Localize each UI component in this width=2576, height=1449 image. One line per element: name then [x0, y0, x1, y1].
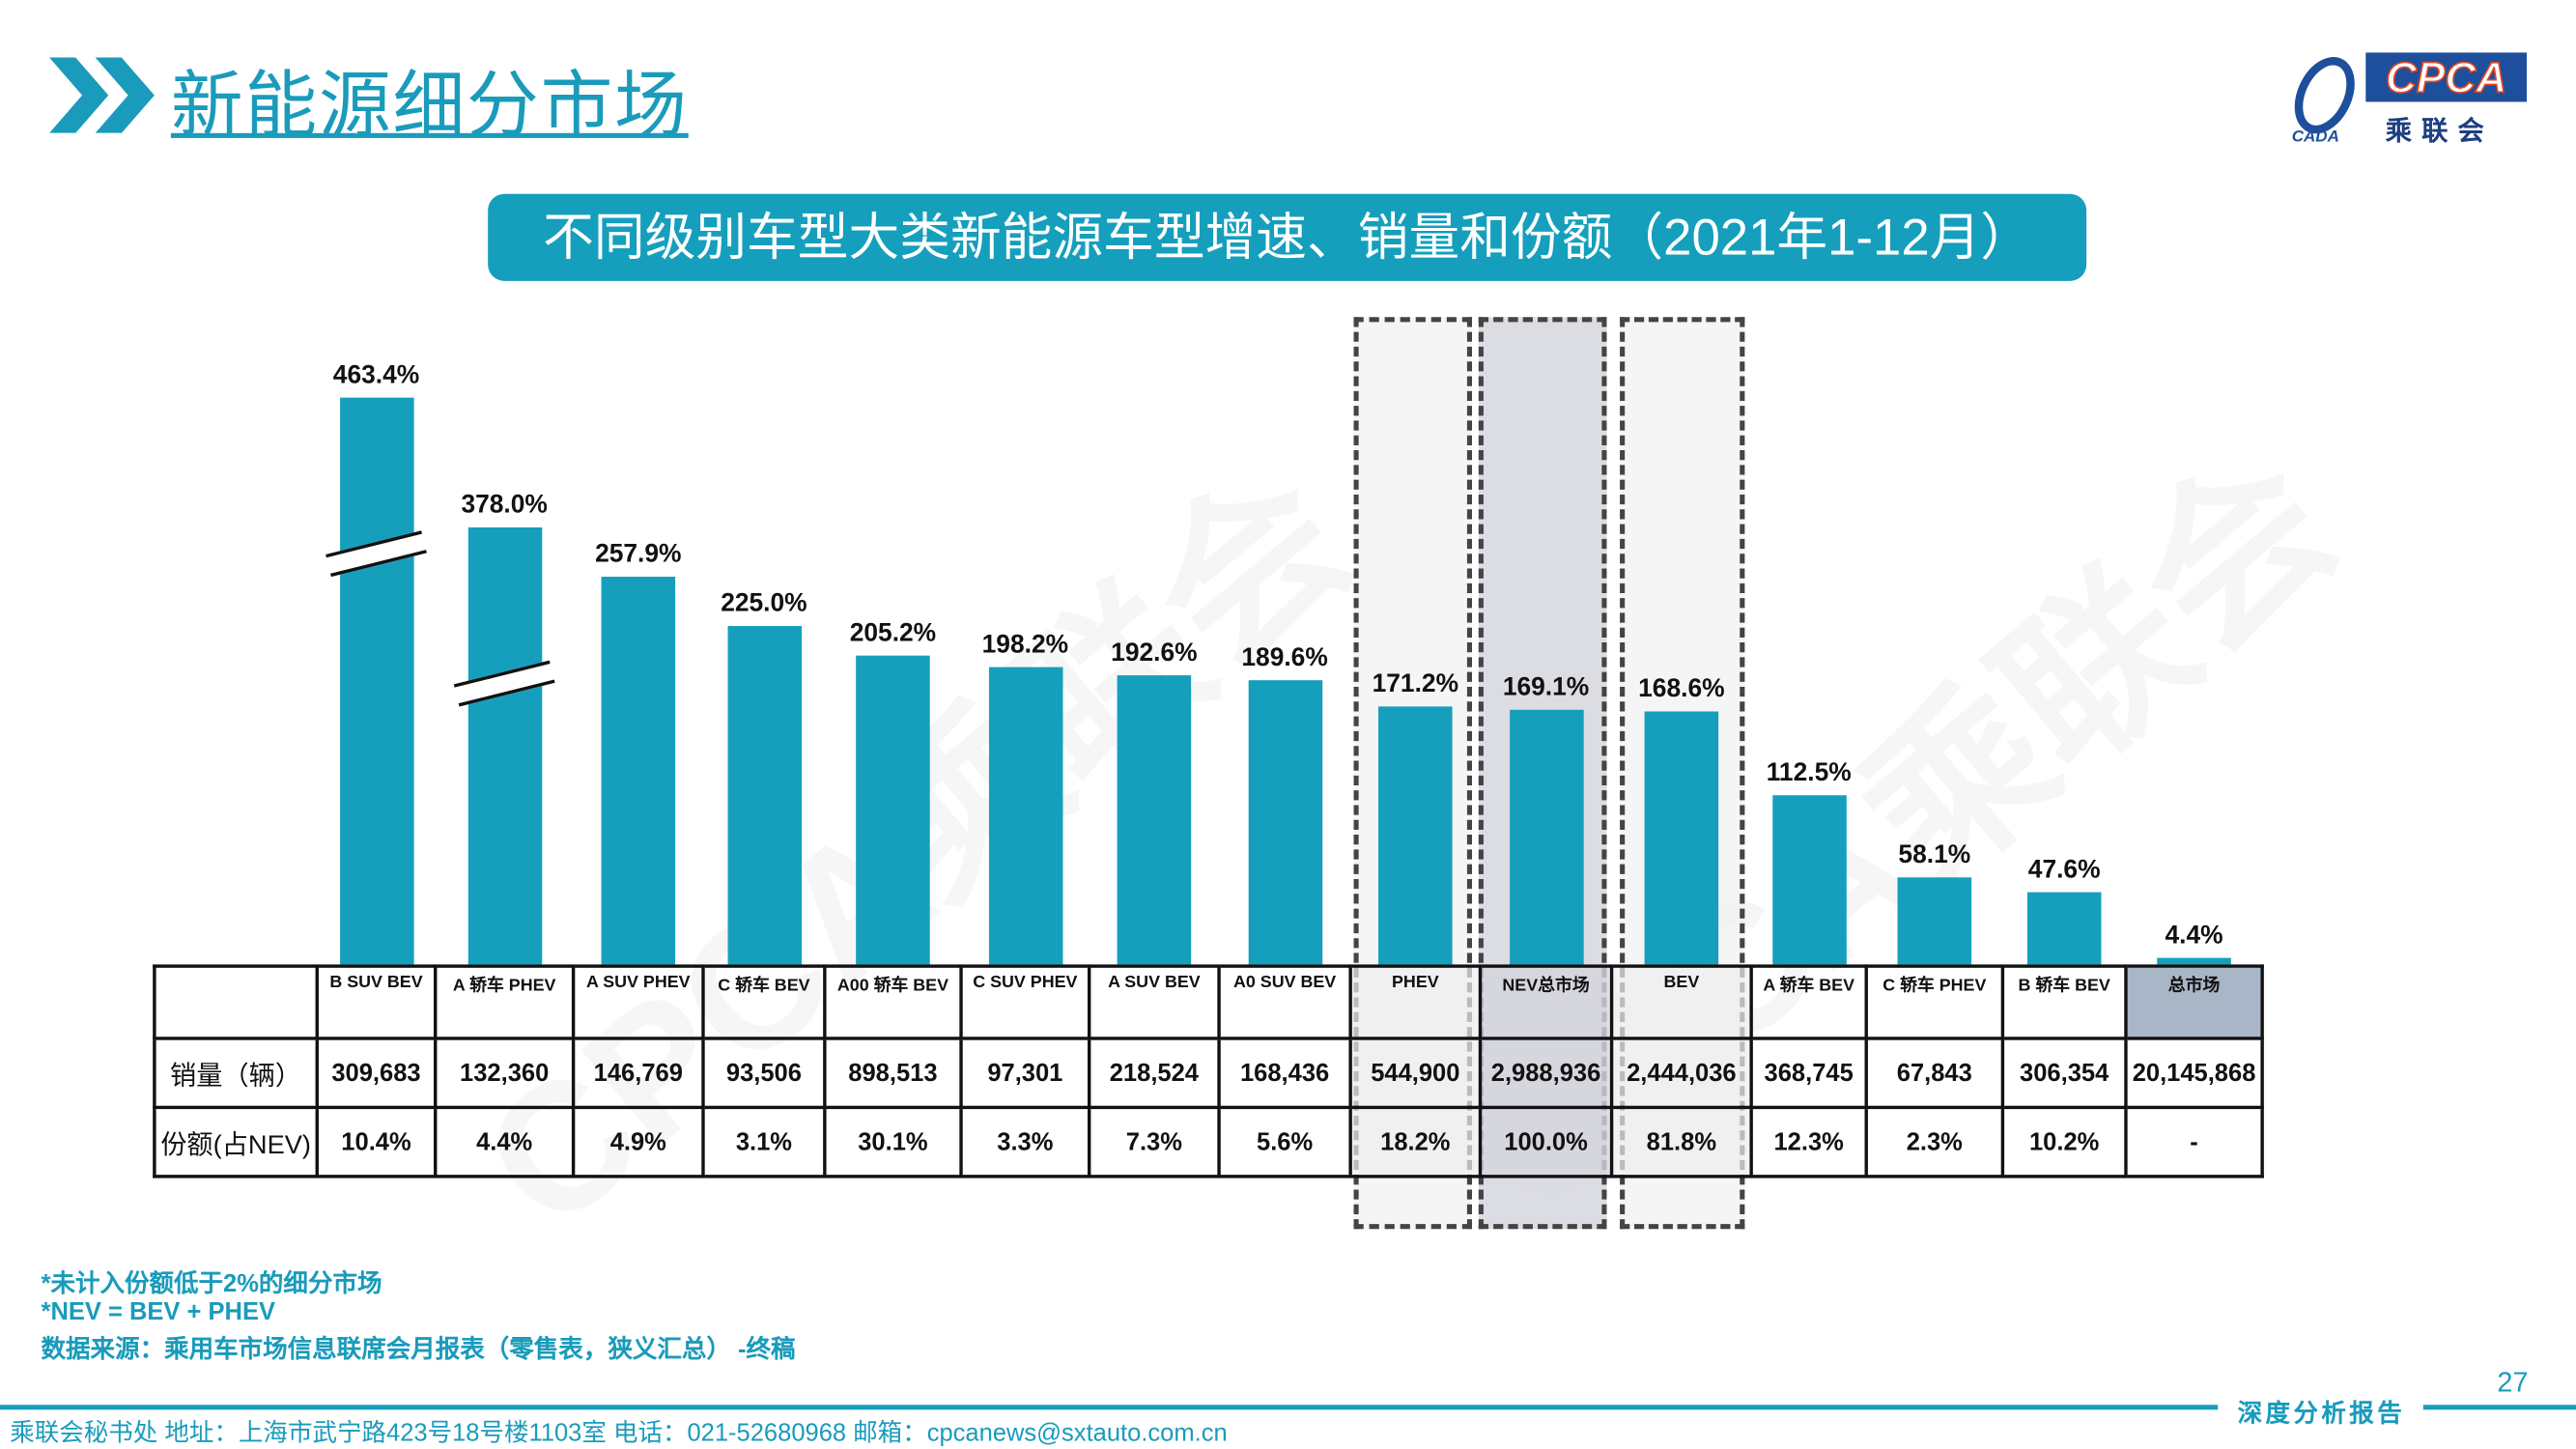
- footer-divider: [0, 1405, 2219, 1410]
- table-cell: 20,145,868: [2124, 1037, 2264, 1110]
- table-cell: 306,354: [2000, 1037, 2128, 1110]
- bar-1: [467, 526, 542, 965]
- bar-4: [856, 656, 930, 965]
- column-header: A SUV BEV: [1087, 964, 1221, 1040]
- bar-6: [1117, 674, 1192, 965]
- column-header: 总市场: [2124, 964, 2264, 1040]
- bar-0: [339, 396, 413, 965]
- source-note: 数据来源：乘用车市场信息联席会月报表（零售表，狭义汇总） -终稿: [41, 1335, 796, 1364]
- data-label: 192.6%: [1111, 639, 1198, 668]
- bar-8: [1378, 706, 1453, 965]
- bar-9: [1509, 710, 1583, 965]
- bar-2: [601, 577, 676, 965]
- table-cell: 4.9%: [571, 1105, 705, 1179]
- table-header-row: B SUV BEV A 轿车 PHEV A SUV PHEV C 轿车 BEV A00 …: [153, 964, 2264, 1040]
- row-label: 销量（辆）: [153, 1037, 319, 1110]
- data-label: 171.2%: [1372, 670, 1459, 699]
- table-cell: 218,524: [1087, 1037, 1221, 1110]
- table-cell: 168,436: [1217, 1037, 1352, 1110]
- data-label: 169.1%: [1502, 673, 1590, 702]
- bar-3: [726, 626, 802, 965]
- bar-10: [1644, 711, 1719, 965]
- data-label: 198.2%: [981, 630, 1069, 659]
- table-cell: 898,513: [823, 1037, 963, 1110]
- data-label: 257.9%: [595, 540, 682, 569]
- logo-text: CPCA: [2365, 52, 2527, 102]
- data-label: 378.0%: [461, 491, 548, 520]
- bar-14: [2157, 957, 2231, 965]
- data-label: 112.5%: [1766, 758, 1852, 787]
- table-cell: 146,769: [571, 1037, 705, 1110]
- table-cell: 3.3%: [959, 1105, 1091, 1179]
- table-cell: 18.2%: [1348, 1105, 1483, 1179]
- bar-11: [1771, 795, 1846, 965]
- bar-13: [2026, 893, 2102, 965]
- table-cell: 12.3%: [1749, 1105, 1868, 1179]
- table-cell: 2.3%: [1864, 1105, 2005, 1179]
- column-header: A SUV PHEV: [571, 964, 705, 1040]
- note-1: *未计入份额低于2%的细分市场: [41, 1269, 382, 1298]
- note-2: *NEV = BEV + PHEV: [41, 1297, 276, 1326]
- page-number: 27: [2497, 1367, 2529, 1399]
- data-label: 58.1%: [1898, 840, 1971, 869]
- table-cell: 309,683: [315, 1037, 438, 1110]
- column-header: A 轿车 BEV: [1749, 964, 1868, 1040]
- chart-title: 不同级别车型大类新能源车型增速、销量和份额（2021年1-12月）: [488, 193, 2087, 281]
- bar-5: [988, 666, 1062, 965]
- table-cell: 2,444,036: [1609, 1037, 1753, 1110]
- column-header: A00 轿车 BEV: [823, 964, 963, 1040]
- footer-contact: 乘联会秘书处 地址：上海市武宁路423号18号楼1103室 电话：021-526…: [10, 1419, 1228, 1448]
- data-label: 225.0%: [721, 589, 807, 618]
- table-cell: 97,301: [959, 1037, 1091, 1110]
- table-cell: 93,506: [701, 1037, 827, 1110]
- data-label: 463.4%: [332, 360, 420, 389]
- table-cell: 368,745: [1749, 1037, 1868, 1110]
- table-cell: -: [2124, 1105, 2264, 1179]
- column-header: B 轿车 BEV: [2000, 964, 2128, 1040]
- table-cell: 2,988,936: [1478, 1037, 1614, 1110]
- table-row-sales: 销量（辆） 309,683 132,360 146,769 93,506 898,513 9…: [153, 1037, 2264, 1110]
- column-header: B SUV BEV: [315, 964, 438, 1040]
- logo-emblem-icon: CADA: [2292, 57, 2355, 145]
- cpca-logo: CADA CPCA 乘联会: [2283, 49, 2530, 148]
- column-header: A 轿车 PHEV: [434, 964, 576, 1040]
- table-cell: 7.3%: [1087, 1105, 1221, 1179]
- table-row-share: 份额(占NEV) 10.4% 4.4% 4.9% 3.1% 30.1% 3.3% 7.3% 5.…: [153, 1105, 2264, 1179]
- column-header: C 轿车 PHEV: [1864, 964, 2005, 1040]
- table-cell: 67,843: [1864, 1037, 2005, 1110]
- table-cell: 10.4%: [315, 1105, 438, 1179]
- column-header: NEV总市场: [1478, 964, 1614, 1040]
- double-chevron-icon: [49, 57, 155, 133]
- table-cell: 544,900: [1348, 1037, 1483, 1110]
- data-label: 205.2%: [849, 619, 937, 648]
- data-label: 189.6%: [1241, 642, 1328, 671]
- report-label: 深度分析报告: [2237, 1400, 2406, 1429]
- column-header: PHEV: [1348, 964, 1483, 1040]
- table-cell: 5.6%: [1217, 1105, 1352, 1179]
- column-header: A0 SUV BEV: [1217, 964, 1352, 1040]
- column-header: C 轿车 BEV: [701, 964, 827, 1040]
- svg-text:CADA: CADA: [2292, 127, 2339, 144]
- bar-12: [1897, 876, 1972, 965]
- data-label: 47.6%: [2027, 856, 2101, 885]
- column-header: BEV: [1609, 964, 1753, 1040]
- column-header: C SUV PHEV: [959, 964, 1091, 1040]
- bar-7: [1247, 679, 1322, 965]
- footer-divider: [2422, 1405, 2576, 1410]
- table-cell: 3.1%: [701, 1105, 827, 1179]
- table-cell: 132,360: [434, 1037, 576, 1110]
- data-label: 4.4%: [2165, 922, 2223, 951]
- table-corner: [153, 964, 319, 1040]
- table-cell: 4.4%: [434, 1105, 576, 1179]
- table-cell: 81.8%: [1609, 1105, 1753, 1179]
- row-label: 份额(占NEV): [153, 1105, 319, 1179]
- page-title: 新能源细分市场: [170, 66, 689, 147]
- logo-sub: 乘联会: [2385, 118, 2494, 147]
- data-label: 168.6%: [1638, 674, 1725, 703]
- data-table: B SUV BEV A 轿车 PHEV A SUV PHEV C 轿车 BEV A00 …: [153, 964, 2264, 1179]
- table-cell: 100.0%: [1478, 1105, 1614, 1179]
- table-cell: 30.1%: [823, 1105, 963, 1179]
- table-cell: 10.2%: [2000, 1105, 2128, 1179]
